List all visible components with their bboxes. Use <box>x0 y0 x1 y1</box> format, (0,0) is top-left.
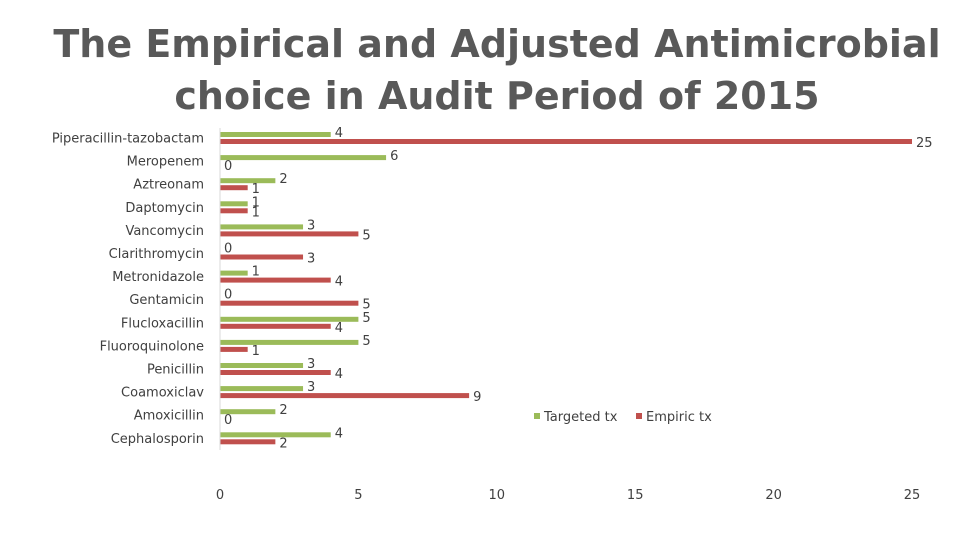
bar-targeted-tx-penicillin <box>220 363 304 368</box>
bar-targeted-tx-vancomycin <box>220 224 304 230</box>
data-label-empiric-tx-piperacillin-tazobactam: 25 <box>916 136 933 151</box>
category-label-penicillin: Penicillin <box>147 363 204 378</box>
category-label-cephalosporin: Cephalosporin <box>111 432 204 447</box>
data-label-targeted-tx-daptomycin: 1 <box>252 195 260 210</box>
x-axis-tick-labels: 0 5 10 15 20 25 <box>216 488 920 503</box>
data-label-empiric-tx-cephalosporin: 2 <box>279 436 287 451</box>
chart-title-line-2: choice in Audit Period of 2015 <box>174 74 819 118</box>
category-label-clarithromycin: Clarithromycin <box>109 247 204 262</box>
data-label-targeted-tx-gentamicin: 0 <box>224 288 232 303</box>
bar-targeted-tx-fluoroquinolone <box>220 339 359 345</box>
category-label-fluoroquinolone: Fluoroquinolone <box>100 339 204 354</box>
bar-empiric-tx-flucloxacillin <box>220 323 331 329</box>
category-label-daptomycin: Daptomycin <box>125 201 204 216</box>
chart-title: The Empirical and Adjusted Antimicrobial… <box>53 22 940 118</box>
bar-empiric-tx-cephalosporin <box>220 439 276 445</box>
data-label-empiric-tx-metronidazole: 4 <box>335 275 343 290</box>
data-label-targeted-tx-amoxicillin: 2 <box>279 403 287 418</box>
data-label-targeted-tx-fluoroquinolone: 5 <box>362 334 370 349</box>
bar-targeted-tx-meropenem <box>220 155 387 161</box>
bar-empiric-tx-piperacillin-tazobactam <box>220 139 912 144</box>
category-label-meropenem: Meropenem <box>127 155 204 170</box>
bar-empiric-tx-clarithromycin <box>220 254 304 260</box>
legend-label-empiric-tx: Empiric tx <box>646 410 712 425</box>
legend-swatch-empiric-tx <box>636 413 642 419</box>
bar-empiric-tx-daptomycin <box>220 208 248 214</box>
category-labels: Piperacillin-tazobactam Meropenem Aztreona… <box>52 132 204 447</box>
x-tick-label-15: 15 <box>627 488 644 503</box>
data-label-empiric-tx-clarithromycin: 3 <box>307 252 315 267</box>
bar-empiric-tx-penicillin <box>220 370 331 375</box>
category-label-amoxicillin: Amoxicillin <box>134 409 204 424</box>
category-label-gentamicin: Gentamicin <box>129 293 204 308</box>
bar-targeted-tx-daptomycin <box>220 201 248 207</box>
data-label-targeted-tx-piperacillin-tazobactam: 4 <box>335 126 343 141</box>
bar-targeted-tx-coamoxiclav <box>220 386 304 392</box>
x-tick-label-25: 25 <box>904 488 921 503</box>
data-label-empiric-tx-fluoroquinolone: 1 <box>252 344 260 359</box>
x-tick-label-5: 5 <box>354 488 362 503</box>
legend-swatch-targeted-tx <box>534 413 540 419</box>
bar-targeted-tx-metronidazole <box>220 270 248 276</box>
data-label-targeted-tx-vancomycin: 3 <box>307 218 315 233</box>
category-label-vancomycin: Vancomycin <box>125 224 204 239</box>
data-label-targeted-tx-cephalosporin: 4 <box>335 426 343 441</box>
bar-empiric-tx-metronidazole <box>220 277 331 283</box>
data-label-empiric-tx-flucloxacillin: 4 <box>335 321 343 336</box>
data-label-targeted-tx-flucloxacillin: 5 <box>362 311 370 326</box>
bar-targeted-tx-cephalosporin <box>220 432 331 438</box>
chart-title-line-1: The Empirical and Adjusted Antimicrobial <box>53 22 940 66</box>
bars <box>220 132 912 445</box>
bar-targeted-tx-aztreonam <box>220 178 276 184</box>
bar-empiric-tx-coamoxiclav <box>220 393 470 399</box>
category-label-flucloxacillin: Flucloxacillin <box>121 316 204 331</box>
bar-empiric-tx-aztreonam <box>220 185 248 191</box>
data-label-empiric-tx-meropenem: 0 <box>224 159 232 174</box>
data-label-empiric-tx-penicillin: 4 <box>335 367 343 382</box>
x-tick-label-20: 20 <box>765 488 782 503</box>
bar-empiric-tx-fluoroquinolone <box>220 346 248 352</box>
x-tick-label-0: 0 <box>216 488 224 503</box>
category-label-coamoxiclav: Coamoxiclav <box>121 386 204 401</box>
x-tick-label-10: 10 <box>489 488 506 503</box>
data-label-empiric-tx-vancomycin: 5 <box>362 228 370 243</box>
bar-targeted-tx-piperacillin-tazobactam <box>220 132 331 137</box>
data-label-empiric-tx-amoxicillin: 0 <box>224 413 232 428</box>
data-label-targeted-tx-meropenem: 6 <box>390 149 398 164</box>
bar-empiric-tx-vancomycin <box>220 231 359 237</box>
bar-targeted-tx-flucloxacillin <box>220 316 359 322</box>
data-label-empiric-tx-daptomycin: 1 <box>252 205 260 220</box>
data-label-targeted-tx-penicillin: 3 <box>307 357 315 372</box>
data-label-targeted-tx-aztreonam: 2 <box>279 172 287 187</box>
category-label-piperacillin-tazobactam: Piperacillin-tazobactam <box>52 132 204 147</box>
data-label-empiric-tx-aztreonam: 1 <box>252 182 260 197</box>
bar-targeted-tx-amoxicillin <box>220 409 276 415</box>
data-label-empiric-tx-gentamicin: 5 <box>362 298 370 313</box>
category-label-aztreonam: Aztreonam <box>133 178 204 193</box>
legend: Targeted tx Empiric tx <box>534 410 712 425</box>
data-label-targeted-tx-clarithromycin: 0 <box>224 242 232 257</box>
bar-empiric-tx-gentamicin <box>220 300 359 306</box>
data-label-targeted-tx-coamoxiclav: 3 <box>307 380 315 395</box>
data-label-empiric-tx-coamoxiclav: 9 <box>473 390 481 405</box>
legend-label-targeted-tx: Targeted tx <box>543 410 618 425</box>
data-label-targeted-tx-metronidazole: 1 <box>252 265 260 280</box>
category-label-metronidazole: Metronidazole <box>112 270 204 285</box>
